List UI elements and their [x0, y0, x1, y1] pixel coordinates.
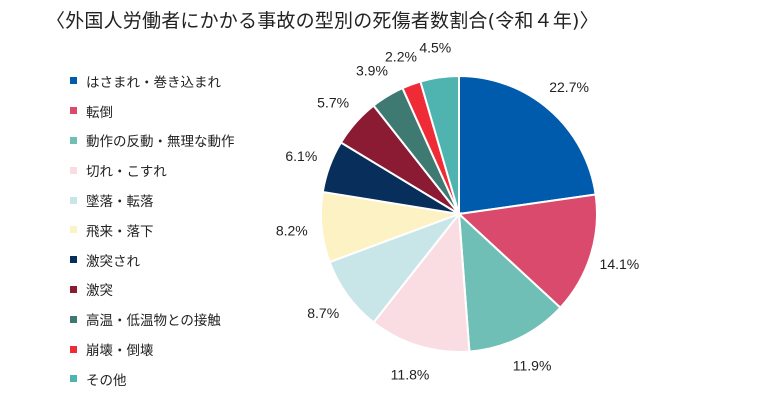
- legend-label: 墜落・転落: [86, 194, 154, 211]
- slice-label: 5.7%: [317, 95, 349, 111]
- legend-swatch: [70, 256, 77, 264]
- legend-label: 飛来・落下: [86, 223, 154, 240]
- legend-label: 激突: [86, 283, 113, 300]
- pie-slices: [320, 74, 598, 353]
- legend-item: 崩壊・倒壊: [70, 334, 235, 364]
- chart-title: 〈外国人労働者にかかる事故の型別の死傷者数割合(令和４年)〉: [46, 10, 599, 32]
- legend-swatch: [70, 315, 77, 323]
- legend-item: 墜落・転落: [70, 185, 235, 215]
- legend-swatch: [70, 136, 77, 144]
- pie-slice: [458, 74, 597, 216]
- pie-slice: [456, 193, 598, 310]
- legend-label: はさまれ・巻き込まれ: [86, 74, 221, 91]
- pie-slice: [419, 74, 460, 215]
- legend-label: 高温・低温物との接触: [86, 313, 221, 330]
- pie-labels: 22.7% 14.1% 11.9% 11.8% 8.7% 8.2% 6.1% 5.7% 3.9%…: [276, 40, 639, 383]
- legend-label: その他: [86, 372, 127, 389]
- slice-label: 11.9%: [513, 357, 552, 373]
- legend-swatch: [70, 77, 77, 85]
- legend-item: 動作の反動・無理な動作: [70, 126, 235, 156]
- legend-swatch: [70, 285, 77, 293]
- slice-label: 8.7%: [307, 305, 339, 321]
- legend-label: 切れ・こすれ: [86, 164, 167, 181]
- legend-item: 激突: [70, 275, 235, 305]
- legend-label: 崩壊・倒壊: [86, 343, 154, 360]
- legend-label: 激突され: [86, 253, 140, 270]
- legend-item: その他: [70, 364, 235, 394]
- legend-swatch: [70, 226, 77, 234]
- legend-swatch: [70, 196, 77, 204]
- slice-label: 6.1%: [285, 148, 317, 164]
- slice-label: 14.1%: [600, 256, 640, 272]
- slice-label: 2.2%: [385, 48, 417, 64]
- pie-slice: [457, 211, 562, 353]
- legend-item: 切れ・こすれ: [70, 155, 235, 185]
- slice-label: 3.9%: [356, 62, 388, 78]
- legend-item: 激突され: [70, 245, 235, 275]
- legend: はさまれ・巻き込まれ 転倒動作の反動・無理な動作 切れ・こすれ 墜落・転落飛来・落下激…: [70, 66, 235, 394]
- slice-label: 8.2%: [276, 222, 308, 238]
- legend-swatch: [70, 345, 77, 353]
- legend-swatch: [70, 166, 77, 174]
- legend-item: 転倒: [70, 96, 235, 126]
- legend-label: 動作の反動・無理な動作: [86, 134, 235, 151]
- slice-label: 22.7%: [549, 79, 589, 95]
- legend-swatch: [70, 375, 77, 383]
- legend-item: はさまれ・巻き込まれ: [70, 66, 235, 96]
- legend-item: 高温・低温物との接触: [70, 304, 235, 334]
- legend-item: 飛来・落下: [70, 215, 235, 245]
- slice-label: 4.5%: [419, 40, 451, 56]
- slice-label: 11.8%: [391, 367, 430, 383]
- legend-label: 転倒: [86, 104, 113, 121]
- legend-swatch: [70, 107, 77, 115]
- pie-slice: [372, 211, 471, 353]
